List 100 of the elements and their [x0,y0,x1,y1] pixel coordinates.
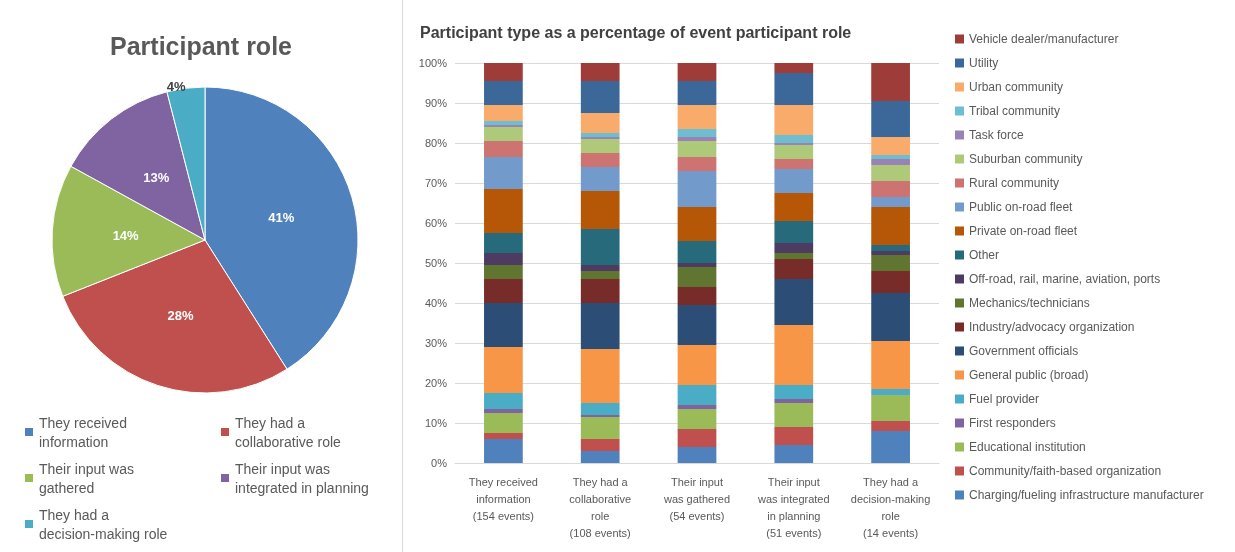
legend-label: They received information [39,414,131,450]
bar [774,385,814,399]
chart-title: Participant type as a percentage of event participant role [420,23,852,41]
bar [484,433,523,439]
x-tick-label: Their input was integrated in planning (51 events) [757,475,830,539]
legend-label: Public on-road fleet [969,200,1074,214]
bar [484,189,523,233]
bar [871,63,910,101]
bar [484,121,523,125]
bar [774,279,814,325]
bar [580,403,620,415]
y-tick-label: 50% [424,257,448,269]
bar [871,181,910,197]
chart-title: Participant role [110,31,293,60]
y-tick-label: 10% [424,417,448,429]
data-label: 4% [166,78,187,94]
bar [774,169,814,193]
legend-label: Vehicle dealer/manufacturer [969,32,1119,46]
bar [580,81,620,113]
bar [677,81,717,105]
bar [580,349,620,403]
bar [677,447,717,463]
bar [484,439,523,463]
bar [580,167,620,191]
legend-label: Fuel provider [969,392,1040,406]
y-tick-label: 80% [424,137,448,149]
bar [484,303,523,347]
bar [774,193,814,221]
bar [774,63,814,73]
bar [677,385,717,405]
bar [774,445,814,463]
bar [580,451,620,463]
bar [677,129,717,137]
bar [774,325,814,385]
bar [677,141,717,157]
bar [580,63,620,81]
bar [871,395,910,421]
bar [774,399,814,403]
legend-label: Government officials [969,344,1079,358]
bar [871,197,910,207]
bar [774,403,814,427]
legend-label: Other [969,248,1000,262]
y-tick-label: 100% [418,57,448,69]
y-tick-label: 90% [424,97,448,109]
bar [871,165,910,181]
x-tick-label: They had a collaborative role (108 events) [569,475,632,539]
bar [580,229,620,265]
bar [774,253,814,259]
bar [677,63,717,81]
bar [484,413,523,433]
legend-label: Off-road, rail, marine, aviation, ports [969,272,1161,286]
y-tick-label: 60% [424,217,448,229]
bar [677,137,717,141]
bar [484,233,523,253]
bar [484,127,523,141]
bar [871,341,910,389]
legend-label: Private on-road fleet [969,224,1078,238]
bar [774,159,814,169]
bar [871,245,910,251]
bar [677,157,717,171]
bar [677,241,717,263]
bar [484,253,523,265]
bar [871,421,910,431]
bar [871,155,910,159]
data-label: 28% [167,308,194,324]
y-tick-label: 70% [424,177,448,189]
legend-label: Urban community [969,80,1064,94]
data-label: 41% [268,210,295,226]
bar [774,105,814,135]
bar [580,279,620,303]
bar [580,153,620,167]
bar [774,135,814,143]
bar [580,133,620,137]
bar [484,265,523,279]
bar [871,251,910,255]
legend-label: Rural community [969,176,1060,190]
bar [677,305,717,345]
legend-label: Industry/advocacy organization [969,320,1135,334]
bar [580,271,620,279]
bar [677,287,717,305]
bar [677,263,717,267]
bar [774,73,814,105]
bar [871,293,910,341]
legend-label: Their input was integrated in planning [235,460,369,496]
y-tick-label: 20% [424,377,448,389]
bar [484,157,523,189]
bar [484,81,523,105]
x-tick-label: They received information (154 events) [468,475,538,522]
bar [484,393,523,409]
legend-label: Suburban community [969,152,1083,166]
legend-label: Tribal community [969,104,1060,118]
bar [871,159,910,165]
bar [484,105,523,121]
bar [677,171,717,207]
bar [580,439,620,451]
bar [484,279,523,303]
bar [677,267,717,287]
bar [677,207,717,241]
y-tick-label: 30% [424,337,448,349]
bar [484,141,523,157]
